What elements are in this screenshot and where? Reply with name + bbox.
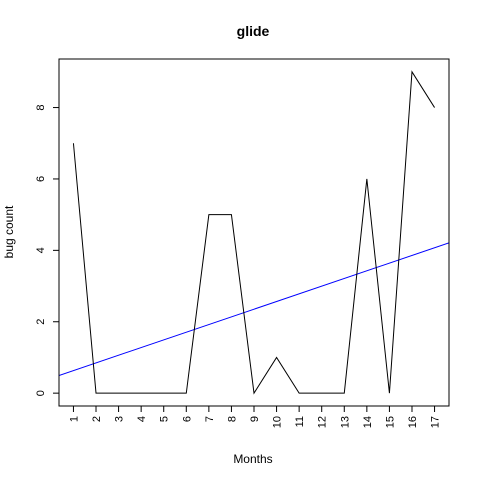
x-tick-label: 2 xyxy=(91,416,103,422)
y-tick-label: 8 xyxy=(35,104,47,110)
x-tick-label: 12 xyxy=(317,416,329,428)
y-axis-label: bug count xyxy=(2,205,16,258)
x-axis: 1 2 3 4 5 6 7 8 9 10 11 12 13 14 15 16 17 xyxy=(68,405,442,428)
chart-title: glide xyxy=(237,23,270,39)
y-tick-label: 2 xyxy=(35,319,47,325)
x-axis-label: Months xyxy=(233,452,272,466)
x-tick-label: 10 xyxy=(272,416,284,428)
x-tick-label: 11 xyxy=(294,416,306,427)
y-tick-label: 6 xyxy=(35,176,47,182)
x-tick-label: 9 xyxy=(249,416,261,422)
trend-line xyxy=(59,242,449,376)
x-tick-label: 1 xyxy=(68,416,80,422)
x-tick-label: 7 xyxy=(204,416,216,422)
x-tick-label: 17 xyxy=(430,416,442,428)
x-tick-label: 13 xyxy=(339,416,351,428)
series-line xyxy=(72,70,435,395)
y-axis: 0 2 4 6 8 xyxy=(35,104,60,396)
x-tick-label: 16 xyxy=(407,416,419,428)
x-tick-label: 15 xyxy=(384,416,396,428)
plot-area xyxy=(59,70,449,395)
y-tick-label: 0 xyxy=(35,390,47,396)
x-tick-label: 5 xyxy=(159,416,171,422)
x-tick-label: 4 xyxy=(136,416,148,422)
y-tick-label: 4 xyxy=(35,247,47,253)
x-tick-label: 8 xyxy=(226,416,238,422)
x-tick-label: 3 xyxy=(114,416,126,422)
x-tick-label: 14 xyxy=(362,416,374,428)
x-tick-label: 6 xyxy=(181,416,193,422)
